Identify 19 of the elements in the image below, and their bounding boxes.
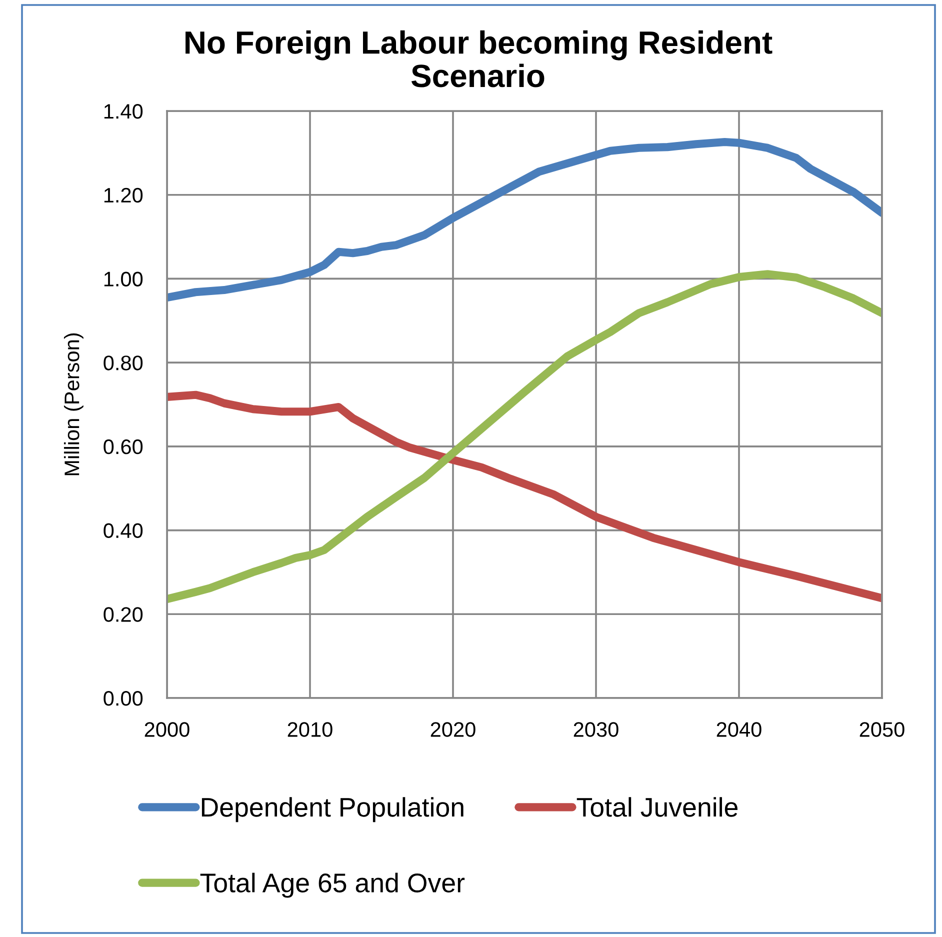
y-tick-label: 0.80 bbox=[104, 356, 143, 370]
x-tick-label: 2030 bbox=[574, 722, 618, 737]
x-tick-label: 2040 bbox=[716, 722, 762, 737]
y-tick-label: 1.00 bbox=[104, 272, 143, 286]
x-tick-label: 2020 bbox=[430, 722, 476, 737]
y-tick-label: 0.60 bbox=[104, 439, 143, 454]
y-tick-label: 0.40 bbox=[104, 523, 143, 538]
y-tick-label: 1.40 bbox=[104, 104, 143, 119]
y-axis-title: Million (Person) bbox=[64, 333, 84, 476]
y-tick-label: 0.00 bbox=[104, 691, 143, 706]
y-tick-label: 0.20 bbox=[104, 607, 143, 622]
legend-label: Dependent Population bbox=[202, 797, 464, 822]
legend-label: Total Juvenile bbox=[576, 797, 738, 817]
x-tick-label: 2050 bbox=[860, 722, 904, 737]
x-tick-label: 2010 bbox=[288, 722, 332, 737]
x-tick-label: 2000 bbox=[144, 722, 190, 737]
chart-title: No Foreign Labour becoming Resident Scenario bbox=[186, 30, 772, 88]
y-tick-label: 1.20 bbox=[104, 188, 143, 203]
legend-label: Total Age 65 and Over bbox=[200, 872, 465, 898]
